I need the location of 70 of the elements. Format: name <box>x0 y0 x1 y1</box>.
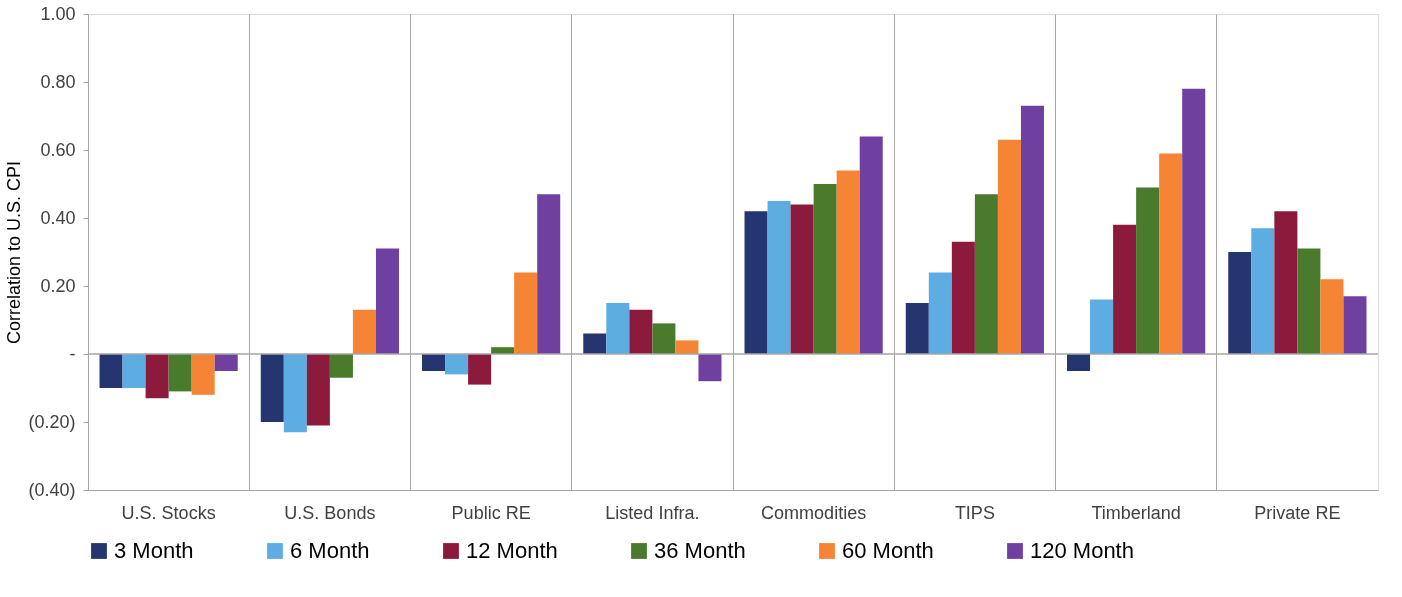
bar <box>306 354 330 426</box>
bar <box>283 354 307 433</box>
bar <box>1136 187 1160 354</box>
bar <box>1343 296 1367 354</box>
y-tick-label: 1.00 <box>40 3 76 24</box>
x-tick-label: U.S. Bonds <box>284 502 376 523</box>
x-tick-label: U.S. Stocks <box>121 502 216 523</box>
y-tick-label: 0.40 <box>40 207 76 228</box>
bar <box>352 309 376 354</box>
legend-label: 120 Month <box>1030 538 1134 563</box>
bar <box>813 184 837 354</box>
bar <box>514 272 538 354</box>
bar <box>214 354 238 371</box>
x-tick-label: Timberland <box>1091 502 1181 523</box>
bar <box>1159 153 1183 354</box>
bar <box>606 303 630 354</box>
bar <box>1113 224 1137 354</box>
bar <box>1274 211 1298 354</box>
bar <box>191 354 215 395</box>
bar <box>468 354 492 385</box>
bar <box>260 354 284 422</box>
bar <box>1067 354 1091 371</box>
legend-label: 36 Month <box>654 538 746 563</box>
bar <box>1182 88 1206 354</box>
bar <box>1228 252 1252 354</box>
bar <box>790 204 814 354</box>
bar <box>422 354 446 371</box>
bar <box>145 354 169 399</box>
bar <box>767 201 791 354</box>
legend-label: 6 Month <box>290 538 370 563</box>
bar <box>997 139 1021 354</box>
bar <box>974 194 998 354</box>
x-tick-label: TIPS <box>954 502 995 523</box>
bar <box>905 303 929 354</box>
bar <box>629 309 653 354</box>
bar <box>445 354 469 375</box>
legend-label: 12 Month <box>466 538 558 563</box>
bar <box>675 340 699 354</box>
y-axis-title: Correlation to U.S. CPI <box>4 160 25 345</box>
bar <box>375 248 399 354</box>
y-tick-label: (0.20) <box>28 411 76 432</box>
bar <box>537 194 561 354</box>
x-tick-label: Private RE <box>1254 502 1341 523</box>
bar <box>1251 228 1275 354</box>
bar <box>836 170 860 354</box>
y-tick-label: 0.80 <box>40 71 76 92</box>
y-tick-label: 0.60 <box>40 139 76 160</box>
bar <box>1090 299 1114 354</box>
bar <box>928 272 952 354</box>
x-tick-label: Public RE <box>451 502 531 523</box>
bar <box>329 354 353 378</box>
legend-label: 3 Month <box>114 538 194 563</box>
bar <box>1297 248 1321 354</box>
y-tick-label: 0.20 <box>40 275 76 296</box>
bar <box>859 136 883 354</box>
bar <box>122 354 146 388</box>
bar <box>1320 279 1344 354</box>
bar <box>744 211 768 354</box>
bar <box>99 354 123 388</box>
y-tick-label: - <box>69 343 76 364</box>
x-tick-label: Listed Infra. <box>605 502 700 523</box>
bar <box>1020 105 1044 354</box>
bar <box>168 354 192 392</box>
bar <box>652 323 676 354</box>
x-tick-label: Commodities <box>761 502 867 523</box>
y-tick-label: (0.40) <box>28 479 76 500</box>
bar <box>698 354 722 382</box>
bar <box>583 333 607 354</box>
bar <box>951 241 975 354</box>
legend-label: 60 Month <box>842 538 934 563</box>
